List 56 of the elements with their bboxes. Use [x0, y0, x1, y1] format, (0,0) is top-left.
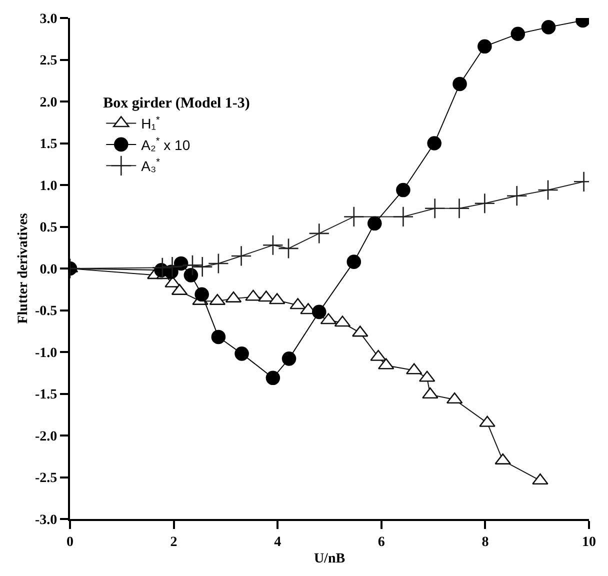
point	[424, 198, 446, 219]
x-tick-label: 2	[170, 534, 178, 550]
y-axis-title: Flutter derivatives	[16, 212, 32, 324]
point	[510, 26, 526, 42]
legend-label: H₁$^{*}$	[141, 114, 160, 132]
point	[230, 246, 252, 266]
point	[208, 253, 229, 274]
legend-label: A₂$^{*}$ x 10	[141, 136, 190, 153]
legend-title: Box girder (Model 1-3)	[103, 96, 250, 112]
x-tick-label: 0	[66, 534, 74, 550]
y-tick-label: 2.0	[40, 95, 58, 110]
point	[312, 304, 326, 320]
point	[478, 39, 492, 54]
y-tick-label: -1.5	[35, 388, 58, 403]
point	[392, 206, 414, 228]
y-tick-label: -3.0	[35, 512, 58, 528]
point	[308, 222, 330, 244]
y-tick-label: -2.0	[35, 429, 58, 444]
y-tick-label: 3.0	[40, 12, 58, 27]
point	[266, 370, 280, 386]
y-tick-label: 2.5	[40, 54, 58, 69]
x-axis-title: U/nB	[314, 552, 346, 567]
x-tick-label: 4	[274, 534, 282, 550]
point	[448, 198, 470, 219]
y-tick-label: -0.5	[35, 304, 58, 320]
y-tick-label: 1.5	[40, 137, 58, 152]
point	[368, 216, 382, 231]
point	[282, 352, 296, 366]
y-tick-label: 1.0	[40, 178, 58, 194]
x-tick-label: 10	[582, 534, 596, 550]
point	[192, 256, 213, 278]
y-tick-label: 0.0	[40, 262, 58, 278]
y-tick-label: -2.5	[35, 471, 58, 486]
point	[396, 182, 410, 198]
point	[474, 192, 496, 214]
point	[541, 20, 556, 34]
point	[346, 254, 362, 269]
point	[211, 330, 226, 344]
x-tick-label: 8	[482, 534, 489, 550]
point	[262, 234, 284, 256]
legend-label: A₃$^{*}$	[141, 157, 160, 174]
point	[152, 257, 173, 278]
point	[194, 287, 209, 302]
y-tick-label: 0.5	[40, 220, 58, 236]
point	[182, 254, 203, 276]
point	[343, 206, 364, 228]
point	[184, 268, 198, 282]
point	[234, 346, 249, 361]
point	[162, 256, 183, 278]
point	[538, 180, 558, 200]
x-tick-label: 6	[378, 534, 385, 550]
y-tick-label: -1.0	[35, 346, 58, 361]
point	[506, 185, 528, 206]
point	[452, 76, 467, 92]
point	[278, 238, 299, 259]
point	[427, 136, 442, 150]
